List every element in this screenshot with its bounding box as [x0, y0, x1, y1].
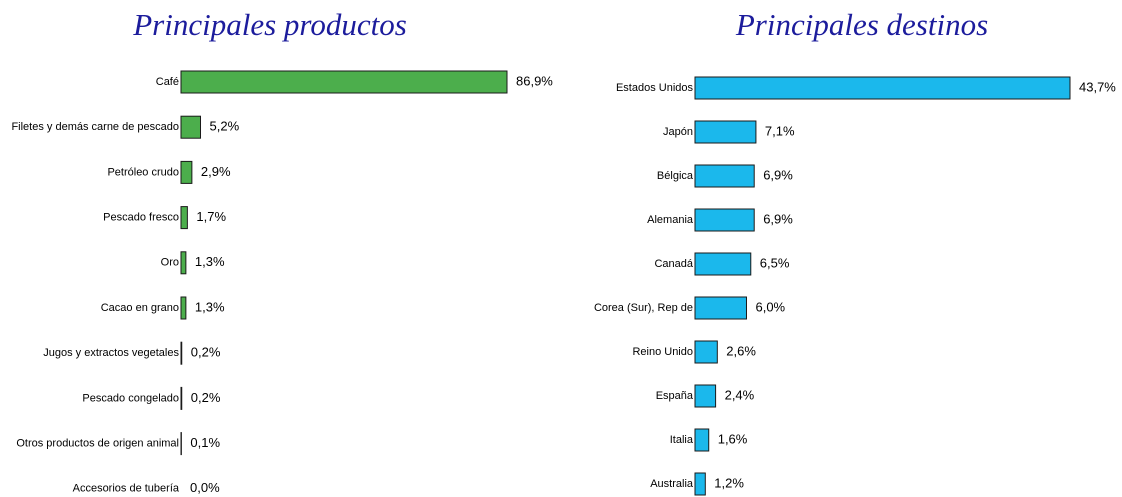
bar — [694, 384, 717, 408]
value-label: 86,9% — [516, 73, 553, 88]
chart-title: Principales productos — [132, 7, 407, 42]
category-label: Oro — [161, 257, 179, 269]
bar — [694, 296, 747, 320]
category-label: Alemania — [647, 214, 694, 226]
category-label: Japón — [663, 126, 693, 138]
bar — [694, 164, 755, 188]
bar — [694, 340, 718, 364]
category-label: Otros productos de origen animal — [16, 438, 179, 450]
category-label: Jugos y extractos vegetales — [43, 347, 179, 359]
value-label: 6,0% — [755, 299, 785, 314]
category-label: Bélgica — [657, 170, 694, 182]
bar — [180, 386, 183, 410]
value-label: 1,3% — [195, 299, 225, 314]
value-label: 1,6% — [718, 431, 748, 446]
value-label: 1,7% — [196, 209, 226, 224]
value-label: 0,0% — [190, 480, 220, 495]
category-label: Pescado congelado — [82, 392, 179, 404]
category-label: Pescado fresco — [103, 212, 179, 224]
bar — [694, 208, 755, 232]
value-label: 0,1% — [190, 435, 220, 450]
category-label: Accesorios de tubería — [73, 483, 180, 495]
value-label: 5,2% — [210, 119, 240, 134]
category-label: Australia — [650, 478, 694, 490]
value-label: 43,7% — [1079, 79, 1116, 94]
bar — [180, 160, 193, 184]
category-label: Canadá — [654, 258, 693, 270]
value-label: 7,1% — [765, 123, 795, 138]
category-label: Cacao en grano — [101, 302, 179, 314]
value-label: 6,9% — [763, 211, 793, 226]
bar — [180, 341, 183, 365]
value-label: 2,6% — [726, 343, 756, 358]
bar — [180, 296, 187, 320]
value-label: 2,9% — [201, 164, 231, 179]
category-label: Italia — [670, 434, 694, 446]
bar — [180, 251, 187, 275]
bar — [694, 252, 752, 276]
category-label: Petróleo crudo — [107, 166, 179, 178]
value-label: 1,2% — [714, 475, 744, 490]
category-label: Filetes y demás carne de pescado — [11, 121, 179, 133]
value-label: 1,3% — [195, 254, 225, 269]
value-label: 6,9% — [763, 167, 793, 182]
bar — [180, 206, 188, 230]
category-label: Café — [156, 76, 179, 88]
bar — [694, 120, 757, 144]
bar — [694, 472, 706, 496]
value-label: 0,2% — [191, 390, 221, 405]
category-label: Corea (Sur), Rep de — [594, 302, 693, 314]
category-label: Estados Unidos — [616, 82, 694, 94]
category-label: Reino Unido — [632, 346, 693, 358]
bar — [180, 115, 202, 139]
bar — [694, 428, 710, 452]
category-label: España — [656, 390, 694, 402]
value-label: 2,4% — [725, 387, 755, 402]
value-label: 6,5% — [760, 255, 790, 270]
bar — [180, 70, 508, 94]
chart-title: Principales destinos — [735, 7, 988, 42]
value-label: 0,2% — [191, 345, 221, 360]
bar — [694, 76, 1071, 100]
